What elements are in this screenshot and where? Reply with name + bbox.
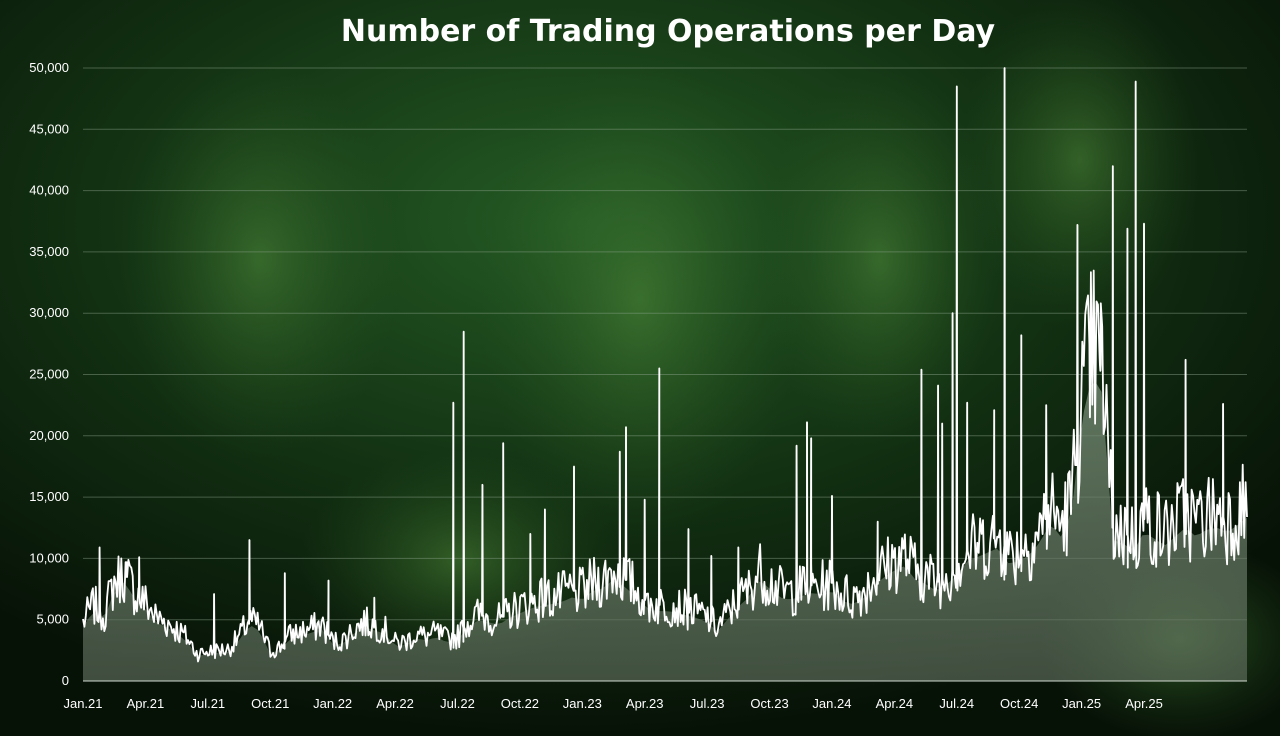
y-tick-label: 0 bbox=[62, 673, 69, 688]
y-tick-label: 5,000 bbox=[36, 612, 69, 627]
x-tick-label: Jul.22 bbox=[440, 696, 475, 711]
x-tick-label: Apr.24 bbox=[876, 696, 914, 711]
x-tick-label: Apr.23 bbox=[626, 696, 664, 711]
x-tick-label: Jul.21 bbox=[190, 696, 225, 711]
chart-title: Number of Trading Operations per Day bbox=[340, 14, 996, 49]
y-tick-label: 10,000 bbox=[29, 550, 69, 565]
x-tick-label: Oct.22 bbox=[501, 696, 539, 711]
series-spikes bbox=[98, 68, 1224, 651]
x-tick-label: Jan.25 bbox=[1062, 696, 1101, 711]
y-tick-label: 40,000 bbox=[29, 183, 69, 198]
x-tick-label: Jan.23 bbox=[563, 696, 602, 711]
y-tick-label: 25,000 bbox=[29, 367, 69, 382]
x-tick-label: Apr.22 bbox=[376, 696, 414, 711]
y-tick-label: 15,000 bbox=[29, 489, 69, 504]
x-tick-label: Apr.25 bbox=[1125, 696, 1163, 711]
y-tick-label: 30,000 bbox=[29, 305, 69, 320]
y-tick-label: 35,000 bbox=[29, 244, 69, 259]
y-tick-label: 50,000 bbox=[29, 60, 69, 75]
x-tick-label: Apr.21 bbox=[127, 696, 165, 711]
x-tick-label: Oct.24 bbox=[1000, 696, 1038, 711]
series-area bbox=[83, 382, 1247, 681]
x-tick-label: Jan.21 bbox=[63, 696, 102, 711]
x-tick-label: Jul.24 bbox=[939, 696, 974, 711]
x-tick-label: Oct.23 bbox=[750, 696, 788, 711]
x-tick-label: Oct.21 bbox=[251, 696, 289, 711]
x-tick-label: Jan.22 bbox=[313, 696, 352, 711]
x-axis-ticks: Jan.21 Apr.21 Jul.21 Oct.21 Jan.22 Apr.22 Jul.… bbox=[63, 696, 1162, 711]
y-axis-ticks: 0 5,000 10,000 15,000 20,000 25,000 30,000 35,0… bbox=[29, 60, 69, 688]
x-tick-label: Jul.23 bbox=[690, 696, 725, 711]
y-tick-label: 20,000 bbox=[29, 428, 69, 443]
y-tick-label: 45,000 bbox=[29, 121, 69, 136]
x-tick-label: Jan.24 bbox=[812, 696, 851, 711]
